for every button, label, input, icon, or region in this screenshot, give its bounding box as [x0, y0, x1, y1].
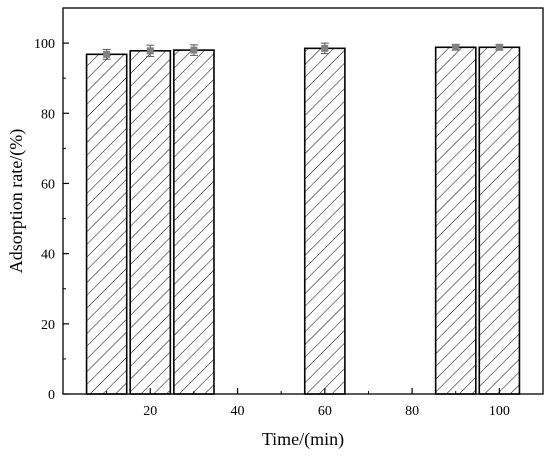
plot-frame — [62, 7, 544, 395]
data-marker — [495, 43, 503, 51]
y-tick-label: 80 — [41, 107, 55, 122]
x-tick-label: 40 — [231, 404, 245, 419]
bar — [478, 46, 521, 395]
bar — [434, 46, 477, 395]
y-axis-label: Adsorption rate/(%) — [6, 129, 27, 273]
y-tick-label: 40 — [41, 248, 55, 263]
data-marker — [190, 46, 198, 54]
data-marker — [103, 50, 111, 58]
bar — [85, 53, 128, 395]
bar — [129, 50, 172, 395]
data-marker — [146, 47, 154, 55]
y-tick-label: 100 — [34, 37, 55, 52]
y-tick-label: 20 — [41, 318, 55, 333]
x-tick-label: 100 — [489, 404, 510, 419]
data-marker — [321, 44, 329, 52]
x-tick-label: 60 — [318, 404, 332, 419]
x-tick-label: 80 — [405, 404, 419, 419]
bar — [303, 47, 346, 395]
y-tick-label: 0 — [48, 388, 55, 403]
ticks-layer: 0 20 40 60 80 100 20 40 60 80 100 — [34, 37, 510, 419]
bars-layer — [85, 42, 521, 395]
data-marker — [452, 43, 460, 51]
y-tick-label: 60 — [41, 177, 55, 192]
bar — [173, 49, 215, 395]
x-axis-label: Time/(min) — [262, 429, 344, 450]
x-tick-label: 20 — [143, 404, 157, 419]
